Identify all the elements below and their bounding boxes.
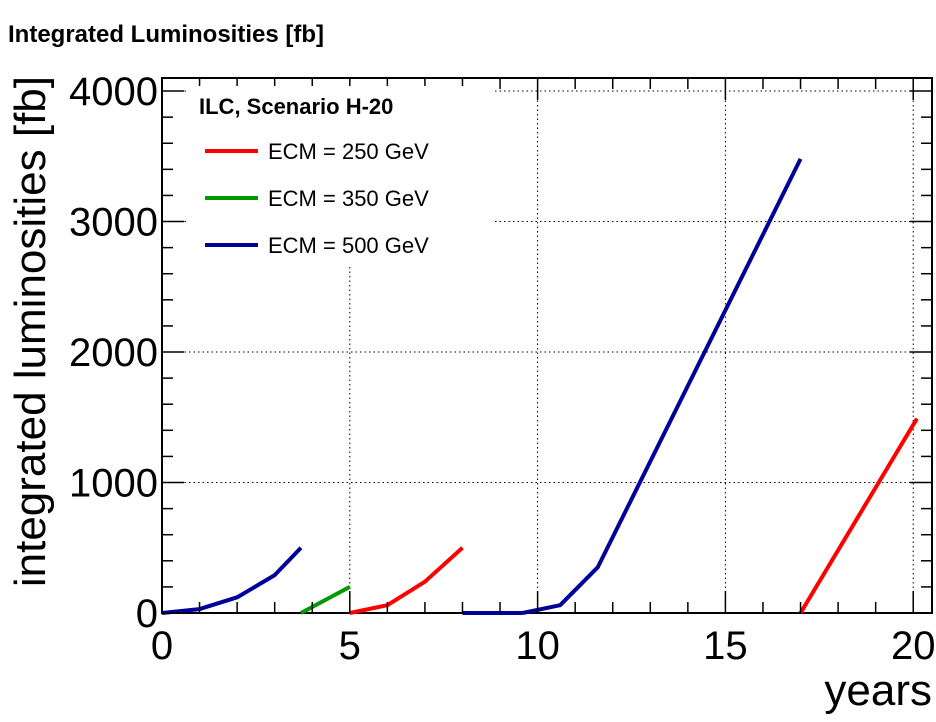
x-tick-label: 5 — [339, 624, 361, 668]
grid-layer — [162, 78, 932, 613]
x-tick-label: 0 — [151, 624, 173, 668]
series-layer — [161, 158, 919, 615]
legend-label: ECM = 350 GeV — [268, 186, 429, 211]
series-line — [349, 546, 464, 615]
series-line — [161, 546, 303, 615]
y-tick-label: 1000 — [69, 462, 158, 506]
y-tick-label: 3000 — [69, 201, 158, 245]
plot-frame — [161, 77, 933, 614]
axis-layer: 0 5 10 15 20 0 1000 2000 3000 4000 — [69, 70, 935, 668]
y-tick-label: 0 — [136, 592, 158, 636]
series-line — [522, 158, 803, 615]
y-axis-label: integrated luminosities [fb] — [6, 76, 55, 587]
x-axis-label: years — [824, 666, 932, 715]
legend-title: ILC, Scenario H-20 — [199, 94, 393, 119]
legend-box — [187, 86, 495, 264]
y-tick-label: 4000 — [69, 70, 158, 114]
legend-items: ECM = 250 GeV ECM = 350 GeV ECM = 500 GeV — [205, 139, 429, 258]
legend-label: ECM = 250 GeV — [268, 139, 429, 164]
legend: ILC, Scenario H-20 ECM = 250 GeV ECM = 35… — [187, 86, 495, 264]
series-line — [300, 585, 351, 615]
x-tick-label: 20 — [891, 624, 936, 668]
legend-label: ECM = 500 GeV — [268, 233, 429, 258]
series-line — [798, 417, 919, 615]
chart-title: Integrated Luminosities [fb] — [8, 21, 324, 48]
x-tick-label: 15 — [703, 624, 748, 668]
x-tick-label: 10 — [515, 624, 560, 668]
y-tick-label: 2000 — [69, 331, 158, 375]
